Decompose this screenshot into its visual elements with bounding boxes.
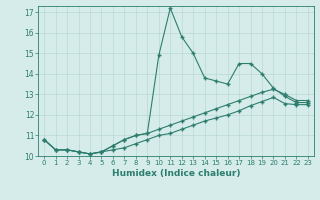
X-axis label: Humidex (Indice chaleur): Humidex (Indice chaleur) [112,169,240,178]
